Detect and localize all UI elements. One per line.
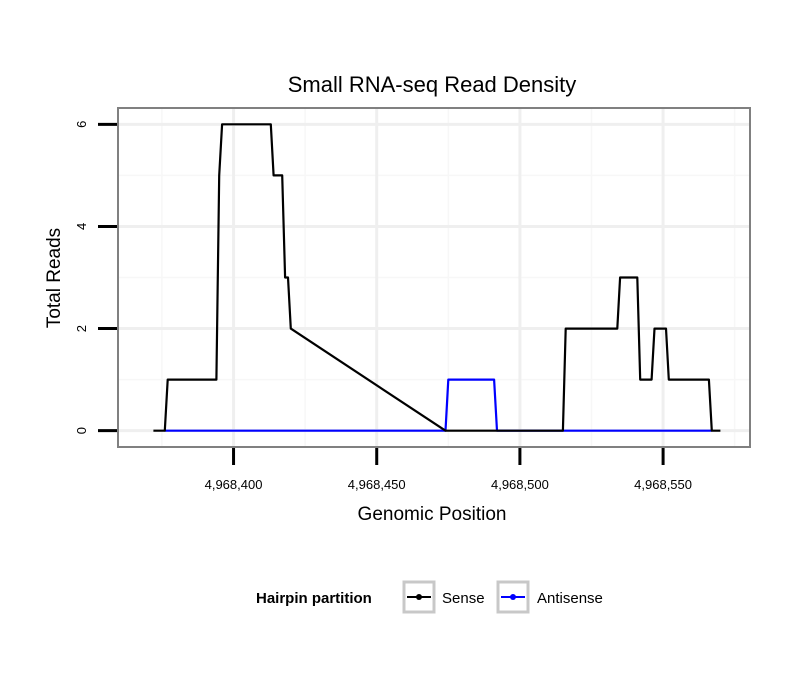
series-line-antisense xyxy=(164,378,712,432)
y-tick-label: 4 xyxy=(74,223,89,230)
series-line-sense xyxy=(153,123,721,432)
series-layer xyxy=(153,123,721,432)
legend-item-sense: Sense xyxy=(402,580,485,614)
legend: Hairpin partition Sense Antisense xyxy=(256,580,603,614)
x-tick-label: 4,968,450 xyxy=(348,477,406,492)
y-axis-title: Total Reads xyxy=(44,228,65,328)
y-tick-label: 0 xyxy=(74,427,89,434)
plot-panel-border xyxy=(117,107,751,448)
x-tick-label: 4,968,550 xyxy=(634,477,692,492)
legend-dot-antisense xyxy=(510,594,516,600)
legend-title: Hairpin partition xyxy=(256,590,372,607)
legend-label-antisense: Antisense xyxy=(537,590,603,607)
legend-item-antisense: Antisense xyxy=(496,580,603,614)
grid-lines xyxy=(119,109,749,446)
y-axis: 0 2 4 6 xyxy=(74,121,117,434)
x-tick-label: 4,968,400 xyxy=(205,477,263,492)
y-tick-label: 6 xyxy=(74,121,89,128)
legend-label-sense: Sense xyxy=(442,590,485,607)
legend-dot-sense xyxy=(416,594,422,600)
x-tick-label: 4,968,500 xyxy=(491,477,549,492)
y-tick-label: 2 xyxy=(74,325,89,332)
chart-title: Small RNA-seq Read Density xyxy=(288,72,577,97)
x-axis: 4,968,400 4,968,450 4,968,500 4,968,550 xyxy=(205,448,692,492)
x-axis-title: Genomic Position xyxy=(358,504,507,525)
